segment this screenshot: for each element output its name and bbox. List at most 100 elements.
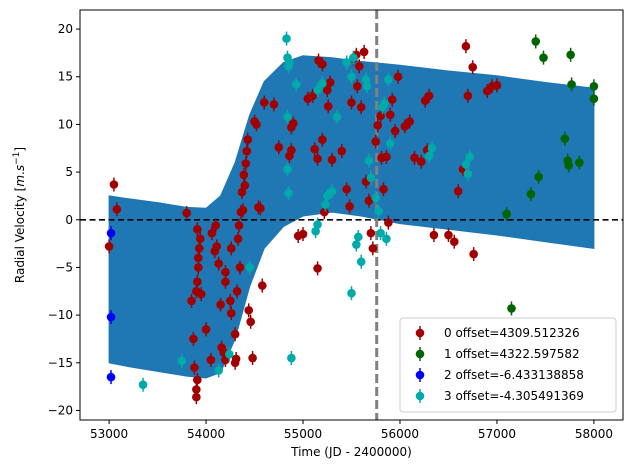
data-point	[575, 158, 584, 167]
data-point	[256, 204, 265, 213]
data-point	[259, 98, 269, 107]
data-point	[308, 91, 318, 101]
data-point	[353, 81, 362, 91]
data-point	[274, 143, 284, 152]
data-point	[345, 202, 354, 211]
data-point	[373, 121, 382, 130]
data-point	[347, 288, 356, 298]
legend-marker	[415, 349, 425, 359]
data-point	[461, 160, 471, 169]
data-point	[109, 180, 119, 189]
data-point	[429, 230, 439, 240]
data-point	[469, 249, 478, 259]
data-point	[376, 111, 385, 121]
data-point	[526, 189, 536, 199]
data-point	[193, 375, 202, 385]
data-point	[531, 37, 541, 46]
data-point	[337, 146, 347, 156]
data-point	[368, 244, 378, 253]
series-3	[138, 31, 475, 392]
data-point	[207, 228, 217, 238]
data-point	[106, 372, 116, 382]
legend-entry-2: 2 offset=-6.433138858	[415, 368, 584, 382]
y-tick-label: −15	[48, 356, 73, 370]
data-point	[342, 184, 351, 194]
data-point	[235, 263, 245, 272]
x-tick-label: 56000	[381, 427, 419, 441]
data-point	[310, 144, 319, 154]
data-point	[283, 112, 292, 122]
data-point	[382, 152, 391, 162]
legend-marker	[415, 391, 425, 401]
data-point	[332, 112, 342, 122]
data-point	[321, 200, 330, 209]
y-tick-label: 20	[58, 22, 73, 36]
data-point	[385, 139, 395, 148]
data-point	[534, 172, 543, 182]
data-point	[225, 296, 235, 306]
legend: 0 offset=4309.512326 1 offset=4322.597582…	[399, 317, 617, 413]
data-point	[240, 181, 250, 190]
data-point	[284, 188, 293, 198]
data-point	[214, 259, 223, 268]
y-tick-label: −5	[55, 260, 73, 274]
data-point	[226, 244, 236, 253]
data-point	[193, 225, 202, 234]
data-point	[352, 240, 361, 249]
data-point	[560, 134, 570, 144]
data-point	[362, 81, 372, 91]
data-point	[313, 85, 322, 95]
y-tick-label: 0	[65, 213, 73, 227]
data-point	[214, 366, 223, 375]
data-point	[364, 196, 374, 205]
data-point	[327, 155, 337, 164]
data-point	[313, 154, 322, 164]
legend-entry-3: 3 offset=-4.305491369	[415, 389, 584, 403]
legend-marker	[415, 370, 425, 380]
data-point	[322, 85, 332, 95]
legend-entries: 0 offset=4309.512326 1 offset=4322.597582…	[415, 326, 584, 403]
data-point	[371, 193, 381, 203]
legend-entry-1: 1 offset=4322.597582	[415, 347, 580, 361]
y-axis-label-unit-m: m	[13, 175, 27, 187]
data-point	[463, 91, 473, 101]
series-1	[502, 34, 599, 316]
data-point	[374, 206, 383, 216]
data-point	[453, 186, 463, 196]
data-point	[325, 78, 335, 87]
y-axis-label-dot: .	[13, 171, 27, 175]
x-axis-ticks: 53000 54000 55000 56000 57000 58000	[90, 420, 613, 441]
data-point	[589, 81, 599, 91]
data-point	[187, 296, 196, 306]
series-2	[106, 226, 116, 385]
data-point	[387, 95, 397, 104]
x-tick-label: 55000	[284, 427, 322, 441]
x-tick-label: 57000	[478, 427, 516, 441]
y-tick-label: −10	[48, 308, 73, 322]
data-point	[417, 157, 426, 166]
reference-lines	[80, 10, 623, 420]
data-point	[104, 242, 114, 251]
data-point	[192, 392, 201, 402]
data-point	[323, 102, 333, 111]
data-point	[244, 306, 254, 315]
data-point	[112, 204, 122, 214]
data-point	[502, 209, 511, 219]
data-point	[196, 289, 206, 299]
data-point	[318, 60, 327, 69]
data-point	[380, 99, 389, 108]
data-point	[234, 221, 244, 230]
data-point	[221, 277, 230, 287]
data-point	[390, 126, 400, 136]
data-point	[359, 47, 369, 57]
data-point	[194, 244, 204, 253]
data-point	[226, 308, 236, 318]
data-point	[201, 325, 211, 334]
x-tick-label: 53000	[90, 427, 128, 441]
data-point	[216, 300, 225, 309]
y-axis-ticks: −20 −15 −10 −5 0 5 10 15 20	[48, 22, 80, 417]
data-point	[366, 228, 376, 238]
data-point	[192, 385, 201, 394]
y-tick-label: −20	[48, 403, 73, 417]
data-point	[410, 153, 419, 163]
